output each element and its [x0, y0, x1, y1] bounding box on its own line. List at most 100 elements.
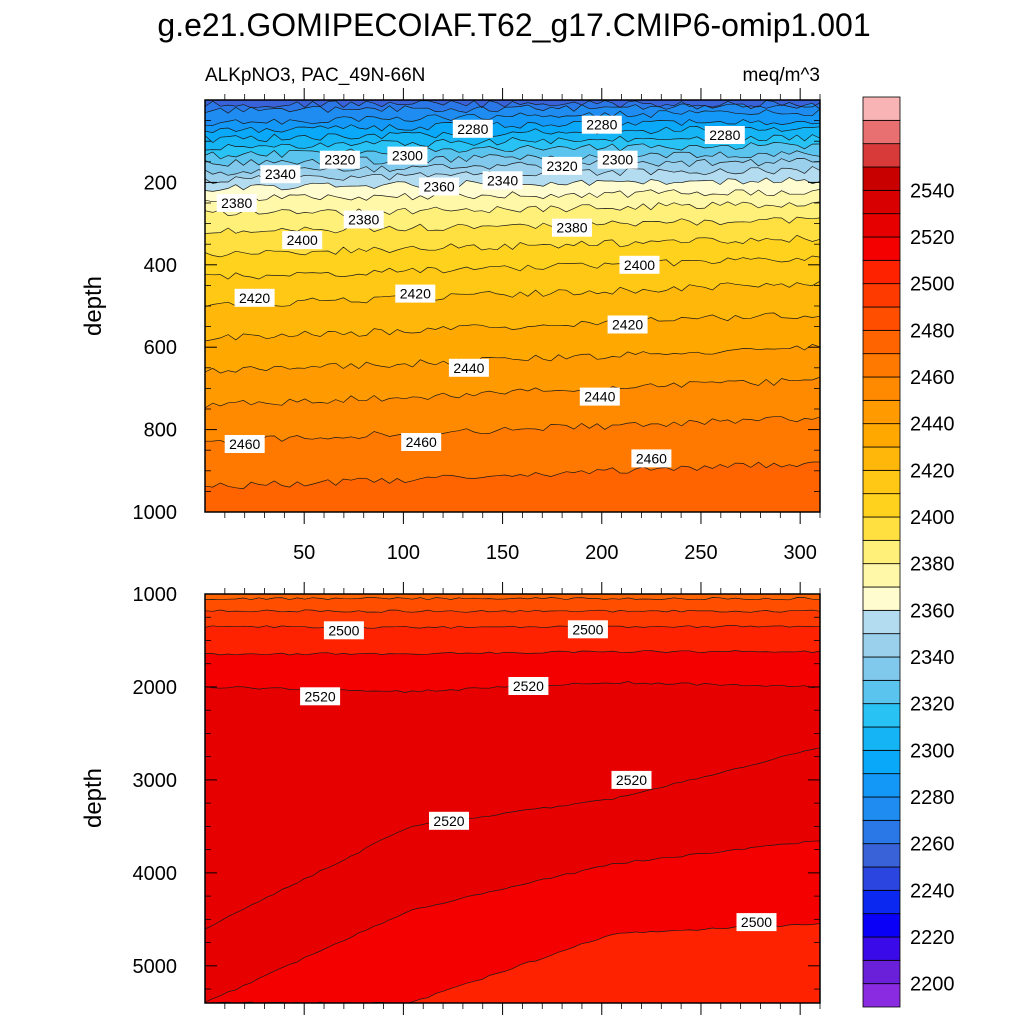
colorbar-swatch: [862, 399, 901, 425]
contour-label-box: [482, 171, 523, 190]
contour-label-text: 2340: [265, 166, 296, 182]
colorbar-tick-label: 2540: [910, 180, 955, 202]
contour-label: 2420: [395, 284, 436, 303]
contour-label-box: [319, 150, 360, 169]
contour-label-box: [429, 811, 469, 830]
y-tick-label: 400: [144, 255, 177, 277]
colorbar-tick-label: 2420: [910, 460, 955, 482]
colorbar-swatch: [862, 866, 901, 891]
contour-label: 2400: [282, 231, 323, 250]
colorbar-swatch: [862, 119, 901, 145]
contour-label-box: [611, 770, 652, 789]
contour-line: [205, 189, 820, 203]
contour-label: 2380: [343, 210, 384, 229]
contour-label-box: [323, 621, 364, 640]
colorbar-swatch: [862, 703, 901, 728]
colorbar-tick-label: 2340: [910, 647, 955, 669]
contour-label-text: 2420: [612, 317, 643, 333]
contour-label: 2420: [607, 315, 648, 334]
contour-label: 2500: [736, 913, 777, 932]
colorbar-tick-label: 2200: [910, 974, 955, 996]
colorbar-tick-label: 2440: [910, 414, 955, 436]
contour-label-text: 2320: [324, 152, 355, 168]
contour-line: [205, 597, 820, 601]
y-tick-label: 1000: [133, 584, 178, 606]
colorbar-swatch: [862, 539, 901, 565]
contour-label-box: [619, 255, 660, 274]
colorbar-swatch: [862, 469, 901, 495]
contour-label-box: [387, 146, 428, 165]
upper-contour-fills: [205, 100, 820, 512]
colorbar-swatch: [862, 423, 901, 448]
colorbar-swatch: [862, 306, 901, 331]
contour-label: 2420: [234, 288, 275, 307]
colorbar-swatch: [862, 679, 901, 705]
contour-label-box: [300, 687, 341, 706]
contour-label-text: 2520: [616, 772, 647, 788]
contour-label-box: [704, 126, 745, 144]
contour-label: 2280: [704, 126, 745, 144]
contour-label-text: 2500: [572, 621, 603, 637]
colorbar-tick-label: 2400: [910, 507, 955, 529]
x-tick-label: 300: [783, 542, 816, 564]
colorbar-swatch: [862, 913, 901, 938]
contour-line: [205, 158, 820, 176]
contour-label: 2300: [597, 150, 638, 169]
colorbar: 2200 2220 2240 2260 2280 2300 2320 2340 2360 2380…: [862, 96, 955, 1008]
contour-line: [205, 840, 820, 1003]
colorbar-tick-label: 2480: [910, 320, 955, 342]
colorbar-swatch: [862, 843, 901, 868]
contour-label: 2320: [319, 150, 360, 169]
colorbar-swatch: [862, 633, 901, 658]
contour-line: [205, 923, 820, 1003]
contour-label-text: 2460: [406, 434, 437, 450]
colorbar-swatch: [862, 889, 901, 915]
upper-y-axis-label: depth: [80, 276, 107, 336]
contour-label-text: 2380: [556, 220, 587, 236]
colorbar-swatch: [862, 516, 901, 541]
x-tick-label: 250: [684, 542, 717, 564]
contour-label-text: 2340: [487, 172, 518, 188]
colorbar-swatch: [862, 726, 901, 751]
colorbar-tick-label: 2280: [910, 787, 955, 809]
y-tick-label: 3000: [133, 770, 178, 792]
colorbar-swatch: [862, 749, 901, 775]
contour-label-box: [216, 194, 257, 212]
contour-line: [205, 201, 820, 216]
contour-label-text: 2380: [221, 195, 252, 211]
contour-label-box: [224, 435, 265, 453]
contour-band: [205, 462, 820, 512]
colorbar-tick-label: 2320: [910, 694, 955, 716]
upper-contour-panel: 2280 2280 2280 2320 2300 2340 2320 2300 2340 2360…: [80, 88, 821, 564]
contour-line: [205, 344, 820, 374]
colorbar-swatch: [862, 983, 901, 1008]
y-tick-label: 800: [144, 420, 177, 442]
contour-label-box: [579, 387, 620, 406]
contour-line: [205, 216, 820, 234]
contour-label-box: [401, 433, 442, 451]
contour-line: [205, 100, 820, 109]
colorbar-swatch: [862, 213, 901, 238]
colorbar-swatch: [862, 819, 901, 845]
colorbar-swatch: [862, 259, 901, 285]
contour-label: 2400: [619, 255, 660, 274]
x-tick-label: 150: [486, 542, 519, 564]
colorbar-swatch: [862, 376, 901, 401]
colorbar-swatch: [862, 143, 901, 168]
contour-line: [205, 609, 820, 613]
contour-label-box: [631, 449, 672, 468]
contour-label: 2320: [542, 156, 583, 175]
y-tick-label: 1000: [133, 502, 178, 524]
contour-label-box: [542, 156, 583, 175]
contour-label-text: 2400: [287, 232, 318, 248]
contour-label-text: 2520: [305, 688, 336, 704]
contour-label-text: 2320: [547, 158, 578, 174]
contour-label: 2340: [482, 171, 523, 190]
contour-label-box: [234, 288, 275, 307]
contour-label: 2500: [323, 621, 364, 640]
lower-contour-panel: 2500 2500 2520 2520 2520 2520 2500 1000 2000 300…: [80, 582, 821, 1015]
contour-label: 2380: [216, 194, 257, 212]
contour-label-text: 2500: [741, 914, 772, 930]
contour-label-text: 2440: [584, 389, 615, 405]
colorbar-swatch: [862, 189, 901, 215]
